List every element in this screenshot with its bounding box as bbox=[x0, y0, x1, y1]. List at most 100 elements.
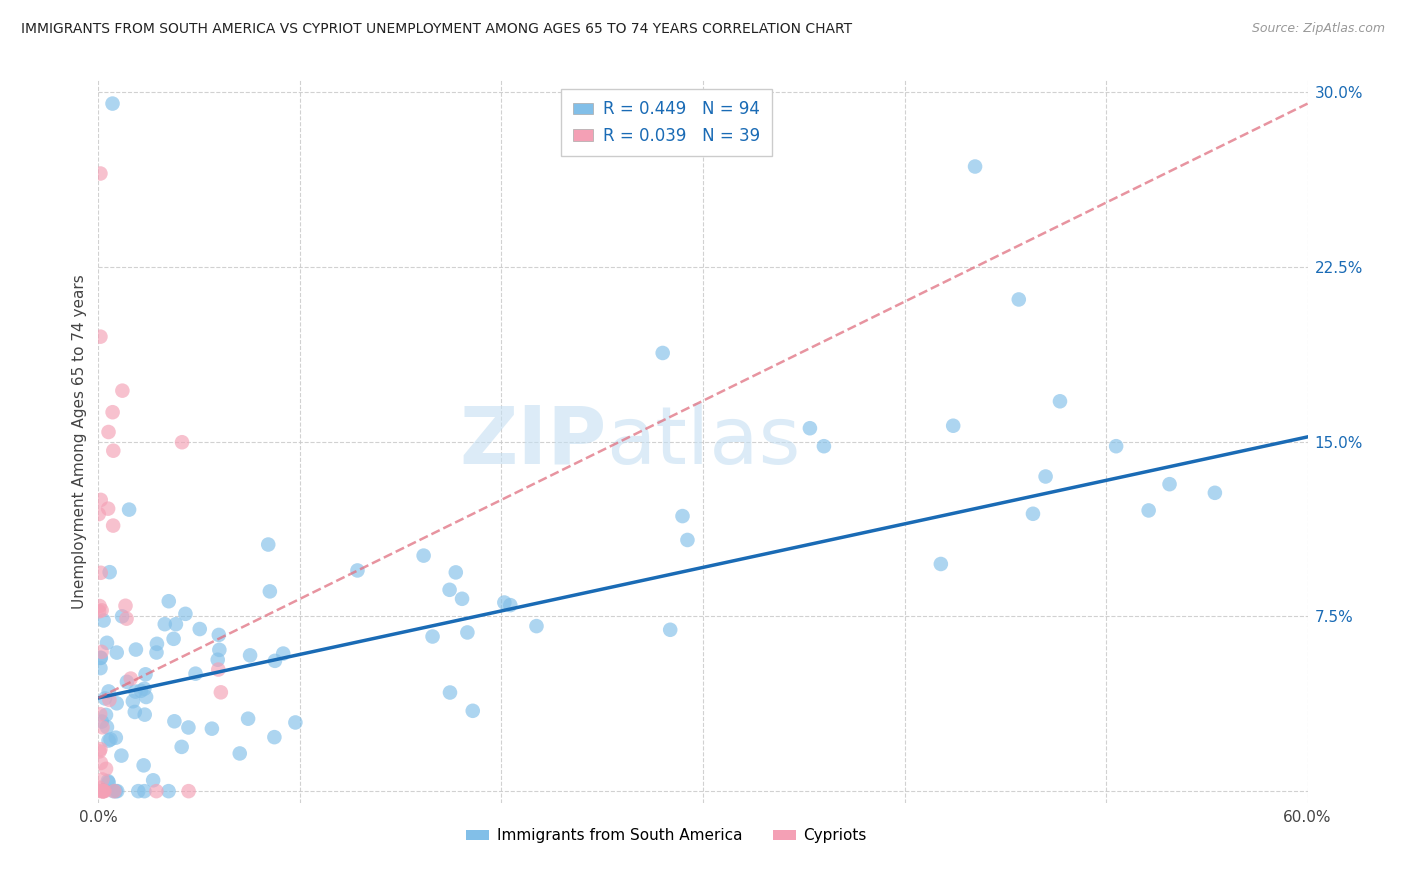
Point bbox=[239, 648, 262, 663]
Point bbox=[145, 784, 167, 798]
Point bbox=[93, 784, 115, 798]
Point bbox=[110, 748, 132, 763]
Point bbox=[236, 712, 259, 726]
Point bbox=[89, 744, 111, 758]
Point bbox=[284, 715, 307, 730]
Point bbox=[96, 720, 118, 734]
Point bbox=[135, 667, 157, 681]
Point bbox=[101, 96, 124, 111]
Point bbox=[209, 685, 232, 699]
Point bbox=[170, 435, 193, 450]
Point bbox=[91, 784, 114, 798]
Point bbox=[89, 167, 111, 181]
Point bbox=[439, 582, 461, 597]
Point bbox=[89, 661, 111, 675]
Point bbox=[422, 630, 444, 644]
Point bbox=[1008, 293, 1031, 307]
Point bbox=[124, 705, 146, 719]
Point bbox=[129, 683, 152, 698]
Point bbox=[146, 637, 169, 651]
Point bbox=[499, 598, 522, 612]
Point bbox=[1049, 394, 1071, 409]
Point bbox=[132, 758, 155, 772]
Point bbox=[170, 739, 193, 754]
Point bbox=[671, 509, 693, 524]
Point bbox=[965, 160, 987, 174]
Text: Source: ZipAtlas.com: Source: ZipAtlas.com bbox=[1251, 22, 1385, 36]
Point bbox=[97, 774, 120, 789]
Text: atlas: atlas bbox=[606, 402, 800, 481]
Point bbox=[1159, 477, 1181, 491]
Point bbox=[125, 642, 148, 657]
Point bbox=[120, 672, 142, 686]
Point bbox=[207, 653, 229, 667]
Point bbox=[90, 650, 112, 665]
Point bbox=[97, 501, 120, 516]
Point bbox=[91, 784, 114, 798]
Point bbox=[263, 730, 285, 744]
Point bbox=[264, 654, 287, 668]
Point bbox=[101, 405, 124, 419]
Point bbox=[90, 603, 112, 617]
Point bbox=[104, 784, 127, 798]
Point bbox=[451, 591, 474, 606]
Point bbox=[87, 780, 110, 795]
Legend: Immigrants from South America, Cypriots: Immigrants from South America, Cypriots bbox=[460, 822, 873, 849]
Point bbox=[101, 518, 124, 533]
Point bbox=[89, 742, 111, 756]
Point bbox=[115, 612, 138, 626]
Point bbox=[456, 625, 478, 640]
Point bbox=[91, 772, 114, 787]
Point bbox=[229, 747, 252, 761]
Point bbox=[184, 666, 207, 681]
Point bbox=[98, 693, 121, 707]
Point bbox=[127, 784, 149, 798]
Point bbox=[651, 346, 673, 360]
Point bbox=[201, 722, 224, 736]
Point bbox=[271, 647, 294, 661]
Text: IMMIGRANTS FROM SOUTH AMERICA VS CYPRIOT UNEMPLOYMENT AMONG AGES 65 TO 74 YEARS : IMMIGRANTS FROM SOUTH AMERICA VS CYPRIOT… bbox=[21, 22, 852, 37]
Point bbox=[813, 439, 835, 453]
Point bbox=[89, 784, 111, 798]
Point bbox=[177, 721, 200, 735]
Point bbox=[90, 714, 112, 729]
Point bbox=[163, 714, 186, 729]
Point bbox=[162, 632, 184, 646]
Point bbox=[207, 663, 229, 677]
Point bbox=[100, 732, 122, 747]
Point bbox=[157, 594, 180, 608]
Point bbox=[1105, 439, 1128, 453]
Point bbox=[145, 646, 167, 660]
Point bbox=[208, 643, 231, 657]
Point bbox=[87, 604, 110, 618]
Point bbox=[676, 533, 699, 547]
Point bbox=[105, 696, 128, 710]
Point bbox=[439, 685, 461, 699]
Point bbox=[97, 775, 120, 789]
Point bbox=[526, 619, 548, 633]
Point bbox=[142, 773, 165, 788]
Y-axis label: Unemployment Among Ages 65 to 74 years: Unemployment Among Ages 65 to 74 years bbox=[72, 274, 87, 609]
Point bbox=[105, 784, 128, 798]
Point bbox=[124, 684, 146, 698]
Point bbox=[153, 617, 176, 632]
Point bbox=[94, 707, 117, 722]
Point bbox=[157, 784, 180, 798]
Point bbox=[94, 762, 117, 776]
Point bbox=[105, 646, 128, 660]
Point bbox=[97, 684, 120, 698]
Point bbox=[94, 691, 117, 706]
Point bbox=[91, 784, 114, 798]
Point bbox=[97, 733, 120, 747]
Point bbox=[174, 607, 197, 621]
Point bbox=[412, 549, 434, 563]
Point bbox=[93, 784, 115, 798]
Point bbox=[115, 674, 138, 689]
Point bbox=[96, 636, 118, 650]
Point bbox=[97, 425, 120, 439]
Point bbox=[177, 784, 200, 798]
Point bbox=[114, 599, 136, 613]
Point bbox=[104, 731, 127, 745]
Point bbox=[134, 784, 156, 798]
Point bbox=[134, 707, 156, 722]
